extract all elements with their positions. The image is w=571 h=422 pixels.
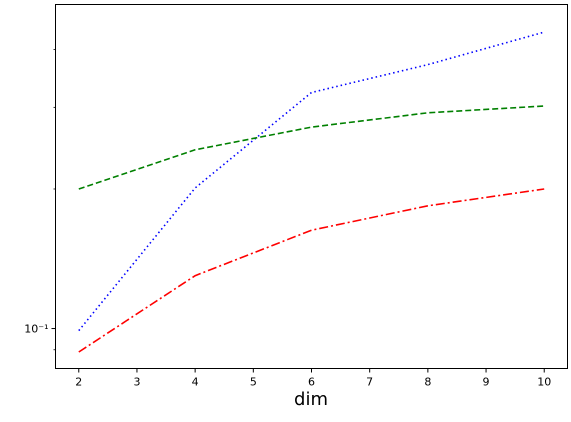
- y-ticks: 10⁻¹: [24, 49, 56, 351]
- x-tick-label: 5: [250, 376, 257, 389]
- series-line-3: [78, 188, 545, 353]
- series-line-2: [78, 105, 545, 190]
- series-line-1: [78, 31, 545, 332]
- y-tick-label: 10⁻¹: [24, 323, 48, 336]
- x-tick-label: 6: [308, 376, 315, 389]
- x-tick-label: 2: [75, 376, 82, 389]
- x-ticks: 2 3 4 5 6 7 8 9 10: [75, 368, 551, 389]
- plot-frame: [55, 4, 568, 369]
- x-tick-label: 8: [424, 376, 431, 389]
- x-tick-label: 9: [483, 376, 490, 389]
- x-tick-label: 7: [366, 376, 373, 389]
- series-layer: [78, 31, 545, 353]
- x-tick-label: 3: [133, 376, 140, 389]
- x-tick-label: 10: [537, 376, 551, 389]
- x-axis-label: dim: [294, 389, 328, 410]
- x-tick-label: 4: [192, 376, 199, 389]
